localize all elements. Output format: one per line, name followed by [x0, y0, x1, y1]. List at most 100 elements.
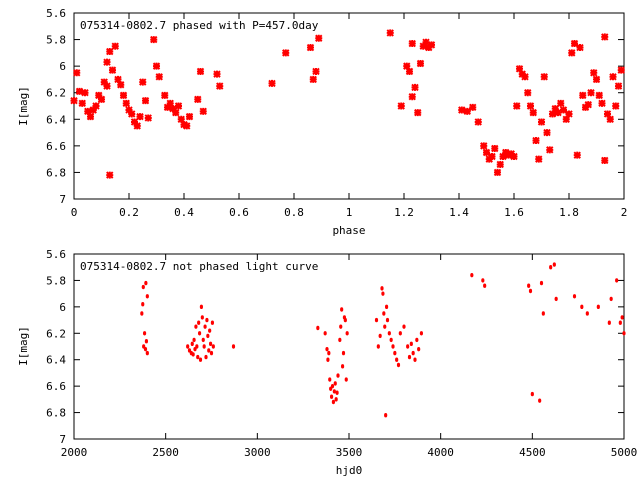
data-point [580, 304, 584, 310]
data-point [557, 99, 565, 108]
data-point [196, 67, 205, 76]
chart-title: 075314-0802.7 not phased light curve [80, 260, 318, 273]
data-point [172, 108, 180, 117]
x-tick-label: 0.2 [119, 206, 139, 219]
data-point [145, 294, 149, 299]
y-tick-label: 6.8 [46, 166, 66, 179]
data-point [515, 65, 524, 73]
data-point [200, 315, 204, 320]
data-point [206, 333, 210, 339]
data-point [386, 29, 394, 37]
data-point [617, 66, 625, 74]
data-point [103, 58, 111, 66]
data-point [496, 160, 504, 169]
data-point [396, 362, 401, 368]
data-point [609, 296, 613, 302]
data-point [524, 89, 532, 97]
data-point [378, 333, 382, 339]
data-point [199, 107, 207, 116]
data-point [552, 262, 556, 267]
data-point [417, 346, 421, 352]
data-point [192, 337, 196, 343]
chart-title: 075314-0802.7 phased with P=457.0day [80, 19, 319, 32]
data-point [413, 357, 417, 362]
data-point [344, 377, 348, 382]
data-point [414, 108, 422, 117]
data-point [92, 102, 100, 110]
data-point [332, 389, 336, 394]
data-point [406, 344, 410, 349]
data-point [194, 324, 198, 329]
data-point [191, 352, 195, 357]
data-point [231, 344, 236, 349]
data-point [380, 286, 384, 291]
data-point [385, 317, 390, 323]
data-point [584, 100, 592, 109]
y-tick-label: 6.2 [46, 87, 66, 100]
data-point [331, 399, 336, 405]
data-point [504, 151, 513, 159]
y-tick-label: 6.4 [46, 354, 66, 367]
x-tick-label: 1.2 [394, 206, 414, 219]
data-point [513, 102, 521, 110]
data-point [607, 320, 611, 325]
data-point [585, 311, 589, 316]
data-point [180, 120, 188, 129]
x-tick-label: 1 [346, 206, 353, 219]
data-point [614, 82, 623, 90]
data-point [306, 43, 315, 52]
data-point [143, 346, 148, 352]
y-tick-label: 5.8 [46, 274, 66, 287]
data-point [481, 278, 485, 283]
data-point [199, 304, 204, 310]
x-tick-label: 0.6 [229, 206, 249, 219]
x-tick-label: 1.8 [559, 206, 579, 219]
data-point [590, 69, 598, 77]
x-tick-label: 4000 [427, 446, 454, 459]
data-point [384, 413, 388, 418]
data-point [491, 144, 499, 153]
data-point [282, 49, 290, 57]
data-points [70, 29, 625, 179]
data-point [403, 62, 411, 70]
data-point [398, 331, 402, 336]
data-point [70, 96, 78, 105]
data-point [312, 67, 320, 76]
data-point [565, 110, 573, 118]
x-axis-label: phase [332, 224, 365, 237]
data-point [334, 397, 338, 402]
data-point [405, 67, 414, 76]
data-point [554, 296, 558, 302]
x-tick-label: 0 [71, 206, 78, 219]
data-point [415, 337, 419, 343]
data-point [548, 110, 557, 118]
data-point [598, 99, 606, 108]
data-point [572, 294, 577, 299]
data-point [211, 344, 215, 349]
data-point [309, 75, 317, 84]
data-point [543, 128, 551, 137]
data-point [155, 73, 163, 81]
data-point [480, 142, 488, 150]
data-point [463, 107, 471, 116]
data-point [387, 331, 391, 336]
data-point [142, 331, 147, 336]
data-point [140, 311, 144, 316]
data-point [384, 304, 389, 310]
data-point [190, 341, 194, 347]
data-point [340, 364, 345, 369]
data-point [510, 152, 518, 161]
x-tick-label: 5000 [611, 446, 638, 459]
data-point [97, 95, 106, 104]
data-point [587, 89, 595, 97]
data-point [325, 346, 329, 352]
data-point [100, 78, 108, 86]
data-point [185, 112, 194, 121]
data-point [579, 91, 587, 100]
data-point [208, 341, 213, 347]
data-point [612, 102, 620, 110]
data-point [408, 39, 416, 48]
data-point [622, 331, 626, 336]
data-point [595, 91, 603, 100]
